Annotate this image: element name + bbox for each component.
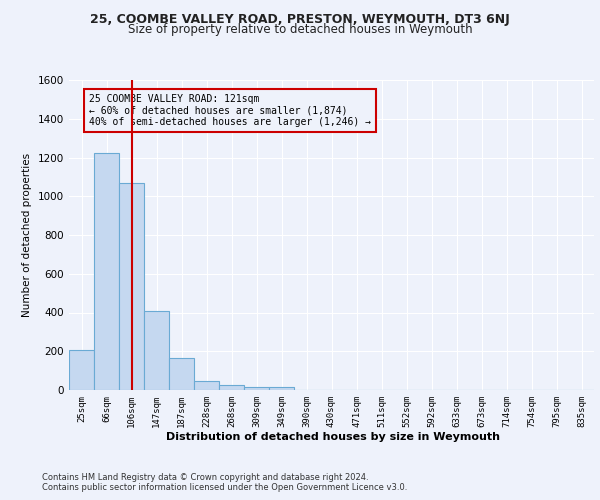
Bar <box>219 384 244 390</box>
Bar <box>244 386 269 390</box>
Bar <box>94 152 119 390</box>
Text: 25, COOMBE VALLEY ROAD, PRESTON, WEYMOUTH, DT3 6NJ: 25, COOMBE VALLEY ROAD, PRESTON, WEYMOUT… <box>90 12 510 26</box>
Bar <box>194 381 219 390</box>
Text: Size of property relative to detached houses in Weymouth: Size of property relative to detached ho… <box>128 22 472 36</box>
Bar <box>69 350 94 390</box>
Text: Distribution of detached houses by size in Weymouth: Distribution of detached houses by size … <box>166 432 500 442</box>
Bar <box>144 310 169 390</box>
Bar <box>269 387 294 390</box>
Y-axis label: Number of detached properties: Number of detached properties <box>22 153 32 317</box>
Text: 25 COOMBE VALLEY ROAD: 121sqm
← 60% of detached houses are smaller (1,874)
40% o: 25 COOMBE VALLEY ROAD: 121sqm ← 60% of d… <box>89 94 371 127</box>
Text: Contains HM Land Registry data © Crown copyright and database right 2024.: Contains HM Land Registry data © Crown c… <box>42 472 368 482</box>
Bar <box>119 182 144 390</box>
Bar <box>169 358 194 390</box>
Text: Contains public sector information licensed under the Open Government Licence v3: Contains public sector information licen… <box>42 482 407 492</box>
